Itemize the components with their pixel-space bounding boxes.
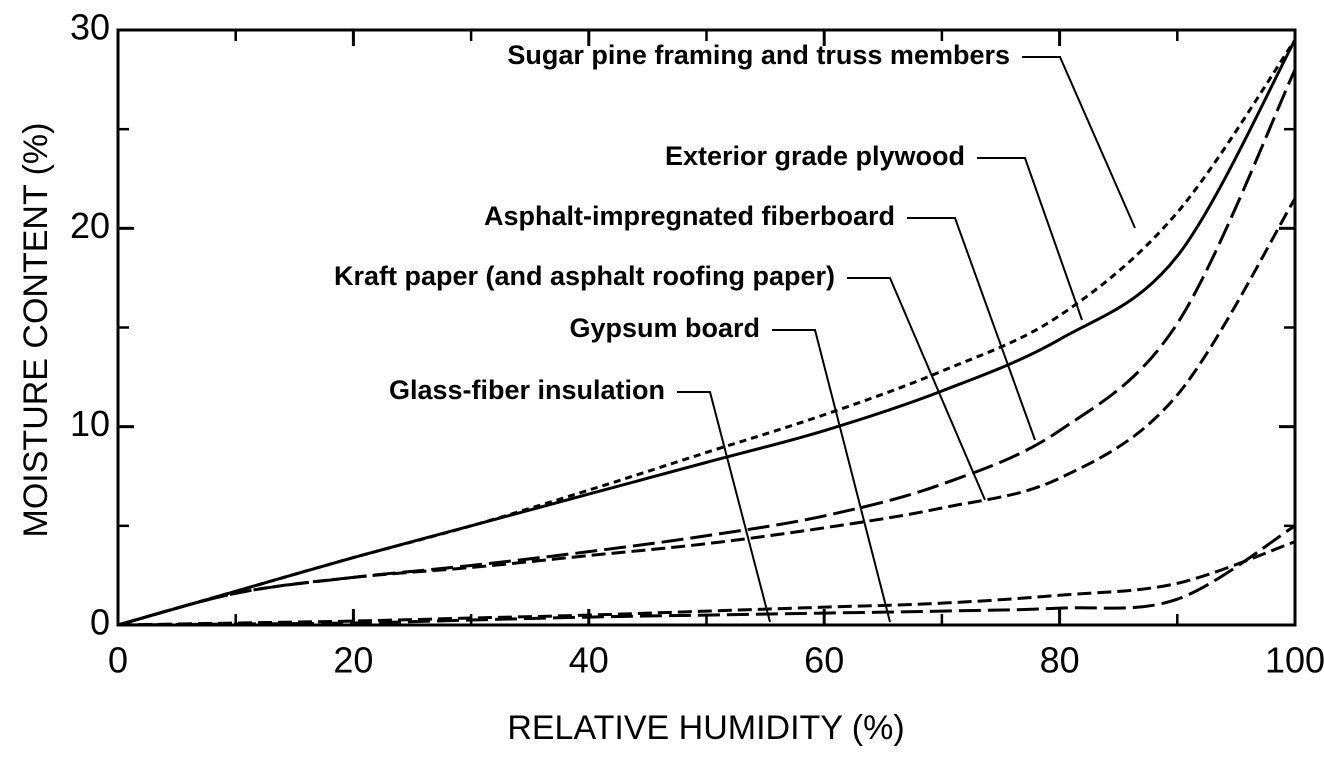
series-label: Sugar pine framing and truss members bbox=[507, 40, 1010, 70]
x-tick-label: 100 bbox=[1265, 640, 1324, 681]
y-tick-label: 20 bbox=[70, 205, 110, 246]
series-line bbox=[117, 540, 1296, 627]
series-line bbox=[117, 39, 1297, 627]
x-tick-label: 40 bbox=[569, 640, 609, 681]
series-label: Gypsum board bbox=[569, 313, 760, 343]
x-tick-label: 20 bbox=[333, 640, 373, 681]
leader-line bbox=[772, 329, 891, 623]
leader-line bbox=[1022, 56, 1136, 229]
y-axis-label: MOISTURE CONTENT (%) bbox=[17, 123, 55, 538]
x-tick-label: 0 bbox=[108, 640, 128, 681]
leader-line bbox=[677, 391, 771, 623]
series-line bbox=[117, 524, 1296, 627]
leader-line bbox=[847, 277, 986, 501]
x-tick-label: 60 bbox=[804, 640, 844, 681]
series-line bbox=[117, 197, 1297, 627]
x-tick-label: 80 bbox=[1040, 640, 1080, 681]
series-label: Kraft paper (and asphalt roofing paper) bbox=[334, 261, 835, 291]
y-tick-label: 10 bbox=[70, 403, 110, 444]
x-axis-label: RELATIVE HUMIDITY (%) bbox=[507, 709, 904, 747]
y-tick-label: 0 bbox=[90, 602, 110, 643]
leader-line bbox=[977, 157, 1083, 321]
series-label: Asphalt-impregnated fiberboard bbox=[484, 201, 895, 231]
series-label: Exterior grade plywood bbox=[665, 141, 965, 171]
y-tick-label: 30 bbox=[70, 7, 110, 48]
series-label: Glass-fiber insulation bbox=[389, 375, 665, 405]
series-line bbox=[117, 39, 1297, 627]
leader-line bbox=[907, 217, 1036, 441]
